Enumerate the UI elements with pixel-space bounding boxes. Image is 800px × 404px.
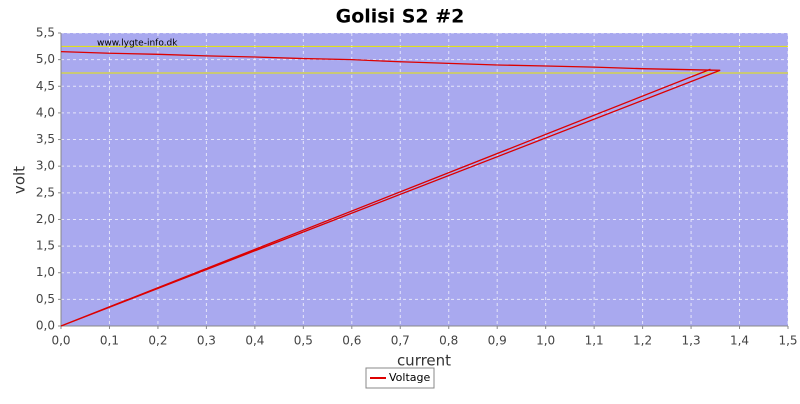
chart-title: Golisi S2 #2 — [336, 6, 465, 28]
x-tick-label: 0,5 — [294, 334, 313, 348]
y-tick-label: 3,5 — [36, 132, 55, 146]
y-tick-label: 2,0 — [36, 212, 55, 226]
y-tick-label: 1,5 — [36, 239, 55, 253]
legend-label: Voltage — [389, 371, 430, 384]
x-tick-label: 0,1 — [100, 334, 119, 348]
y-tick-label: 4,0 — [36, 105, 55, 119]
y-tick-label: 2,5 — [36, 185, 55, 199]
plot-area — [61, 33, 788, 326]
x-tick-label: 1,1 — [585, 334, 604, 348]
x-tick-label: 0,2 — [148, 334, 167, 348]
x-axis-label: current — [397, 352, 451, 370]
data-line — [60, 50, 721, 327]
y-tick-label: 3,0 — [36, 159, 55, 173]
x-tick-label: 0,7 — [391, 334, 410, 348]
y-tick-label: 1,0 — [36, 265, 55, 279]
x-tick-label: 0,3 — [197, 334, 216, 348]
x-tick-label: 1,4 — [730, 334, 749, 348]
x-tick-label: 1,3 — [682, 334, 701, 348]
x-tick-label: 0,4 — [245, 334, 264, 348]
x-tick-label: 1,2 — [633, 334, 652, 348]
x-tick-label: 0,0 — [51, 334, 70, 348]
x-tick-label: 0,6 — [342, 334, 361, 348]
x-tick-label: 0,9 — [488, 334, 507, 348]
y-tick-label: 5,5 — [36, 26, 55, 40]
y-tick-label: 5,0 — [36, 52, 55, 66]
x-tick-label: 0,8 — [439, 334, 458, 348]
watermark: www.lygte-info.dk — [97, 39, 178, 49]
y-tick-label: 4,5 — [36, 79, 55, 93]
x-tick-label: 1,5 — [778, 334, 797, 348]
legend-box — [365, 367, 435, 389]
y-tick-label: 0,0 — [36, 319, 55, 333]
y-axis-label: volt — [11, 166, 29, 194]
x-tick-label: 1,0 — [536, 334, 555, 348]
y-tick-label: 0,5 — [36, 292, 55, 306]
